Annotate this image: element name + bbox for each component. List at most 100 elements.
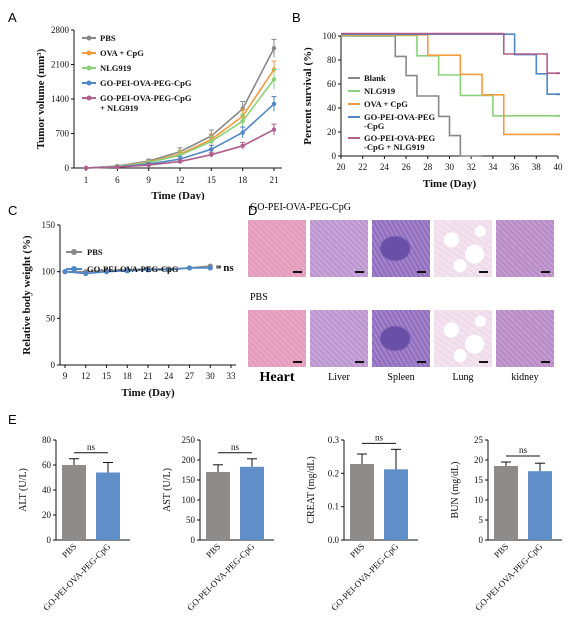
c-x-tick-label: 18 xyxy=(123,371,133,381)
histology-tile xyxy=(434,220,492,277)
e-y-axis-label: CREAT (mg/dL) xyxy=(306,456,317,523)
creat-bar-chart: 0.0 0.1 0.2 0.3 CREAT (mg/dL) PBSGO-PEI-OVA-P… xyxy=(306,432,418,613)
a-legend-marker xyxy=(86,95,92,101)
e-y-tick-label: 0.3 xyxy=(328,435,340,445)
b-legend-label: GO-PEI-OVA-PEG xyxy=(364,133,436,143)
b-x-axis-label: Time (Day) xyxy=(423,178,477,190)
scale-bar xyxy=(417,271,426,273)
e-y-axis-label: AST (U/L) xyxy=(162,468,173,512)
e-ns-label: ns xyxy=(375,432,384,442)
a-x-tick-label: 18 xyxy=(238,175,248,185)
a-data-point xyxy=(177,159,183,164)
c-y-axis-label: Relative body weight (%) xyxy=(21,235,33,355)
c-x-tick-label: 15 xyxy=(102,371,112,381)
c-x-tick-label: 33 xyxy=(227,371,237,381)
e-bar xyxy=(240,466,264,540)
c-legend-marker xyxy=(71,266,77,272)
histology-tile xyxy=(434,310,492,367)
b-survival-curve xyxy=(341,33,558,95)
a-legend-label: OVA + CpG xyxy=(100,48,144,58)
a-x-tick-label: 12 xyxy=(176,175,185,185)
histology-tile xyxy=(496,310,554,367)
b-x-tick-label: 40 xyxy=(554,162,564,172)
e-y-tick-label: 5 xyxy=(479,515,484,525)
c-ns-label: ns xyxy=(223,262,234,274)
a-legend-label: GO-PEI-OVA-PEG-CpG xyxy=(100,78,192,88)
b-x-tick-label: 26 xyxy=(402,162,412,172)
a-legend-label: PBS xyxy=(100,33,116,43)
b-x-tick-label: 34 xyxy=(488,162,498,172)
b-legend-label: NLG919 xyxy=(364,86,395,96)
c-x-axis-label: Time (Day) xyxy=(121,387,175,399)
b-y-tick-label: 100 xyxy=(323,31,337,41)
e-y-axis-label: BUN (mg/dL) xyxy=(450,462,461,519)
e-ns-label: ns xyxy=(231,442,240,452)
b-legend-label-cont: -CpG xyxy=(364,121,385,131)
a-legend-marker xyxy=(86,80,92,86)
e-y-tick-label: 50 xyxy=(186,515,196,525)
b-survival-curve xyxy=(341,32,558,74)
b-y-tick-label: 60 xyxy=(327,79,337,89)
a-data-point xyxy=(209,152,214,157)
b-y-tick-label: 40 xyxy=(327,103,337,113)
histology-tile xyxy=(372,310,430,367)
e-y-tick-label: 200 xyxy=(182,455,196,465)
histology-row-label: GO-PEI-OVA-PEG-CpG xyxy=(250,202,351,213)
c-legend-marker xyxy=(71,249,77,255)
a-data-point xyxy=(240,130,245,135)
a-data-point xyxy=(209,147,214,152)
a-legend-marker xyxy=(86,50,92,56)
e-bar xyxy=(206,472,230,540)
organ-label: kidney xyxy=(511,372,539,383)
e-bar xyxy=(494,466,518,540)
a-x-tick-label: 9 xyxy=(146,175,151,185)
a-x-axis-label: Time (Day) xyxy=(151,190,205,200)
c-data-point xyxy=(62,269,68,275)
e-category-label: GO-PEI-OVA-PEG-CpG xyxy=(329,541,401,613)
e-y-tick-label: 100 xyxy=(182,495,196,505)
scale-bar xyxy=(541,361,550,363)
b-x-tick-label: 28 xyxy=(423,162,433,172)
histology-tile xyxy=(310,220,368,277)
b-y-axis-label: Percent survival (%) xyxy=(302,47,314,145)
e-y-tick-label: 10 xyxy=(474,495,484,505)
b-survival-curve xyxy=(341,34,558,117)
e-bar xyxy=(528,471,552,540)
scale-bar xyxy=(479,271,488,273)
a-data-point xyxy=(146,162,151,168)
e-category-label: PBS xyxy=(204,541,222,559)
c-x-tick-label: 9 xyxy=(63,371,68,381)
tumor-volume-chart: 0 700 1400 2100 2800 Tumor volume (mm³) Time (… xyxy=(35,25,282,200)
c-legend-label: PBS xyxy=(87,247,103,257)
e-category-label: PBS xyxy=(60,541,78,559)
a-legend-marker xyxy=(86,65,92,71)
c-data-point xyxy=(186,265,193,271)
c-data-point xyxy=(83,270,89,277)
a-y-tick-label: 1400 xyxy=(51,94,70,104)
c-x-tick-label: 30 xyxy=(206,371,216,381)
b-x-tick-label: 32 xyxy=(467,162,476,172)
e-category-label: GO-PEI-OVA-PEG-CpG xyxy=(41,541,113,613)
c-x-tick-label: 12 xyxy=(81,371,90,381)
b-legend-label-cont: -CpG + NLG919 xyxy=(364,142,425,152)
c-y-tick-label: 100 xyxy=(42,267,56,277)
a-data-point xyxy=(115,164,120,170)
e-y-tick-label: 60 xyxy=(42,460,52,470)
e-category-label: GO-PEI-OVA-PEG-CpG xyxy=(185,541,257,613)
organ-label: Liver xyxy=(328,372,350,383)
organ-label: Lung xyxy=(452,372,474,383)
e-category-label: GO-PEI-OVA-PEG-CpG xyxy=(473,541,545,613)
histology-tile xyxy=(372,220,430,277)
e-y-tick-label: 20 xyxy=(42,510,52,520)
e-category-label: PBS xyxy=(348,541,366,559)
e-y-tick-label: 0 xyxy=(191,535,196,545)
b-y-tick-label: 20 xyxy=(327,127,337,137)
a-data-point xyxy=(271,46,277,51)
e-bar xyxy=(350,464,374,540)
e-y-axis-label: ALT (U/L) xyxy=(18,468,29,512)
bun-bar-chart: 0 5 10 15 20 25 BUN (mg/dL) PBSGO-PEI-OVA-PEG-C… xyxy=(450,435,562,613)
scale-bar xyxy=(417,361,426,363)
c-x-tick-label: 27 xyxy=(185,371,195,381)
